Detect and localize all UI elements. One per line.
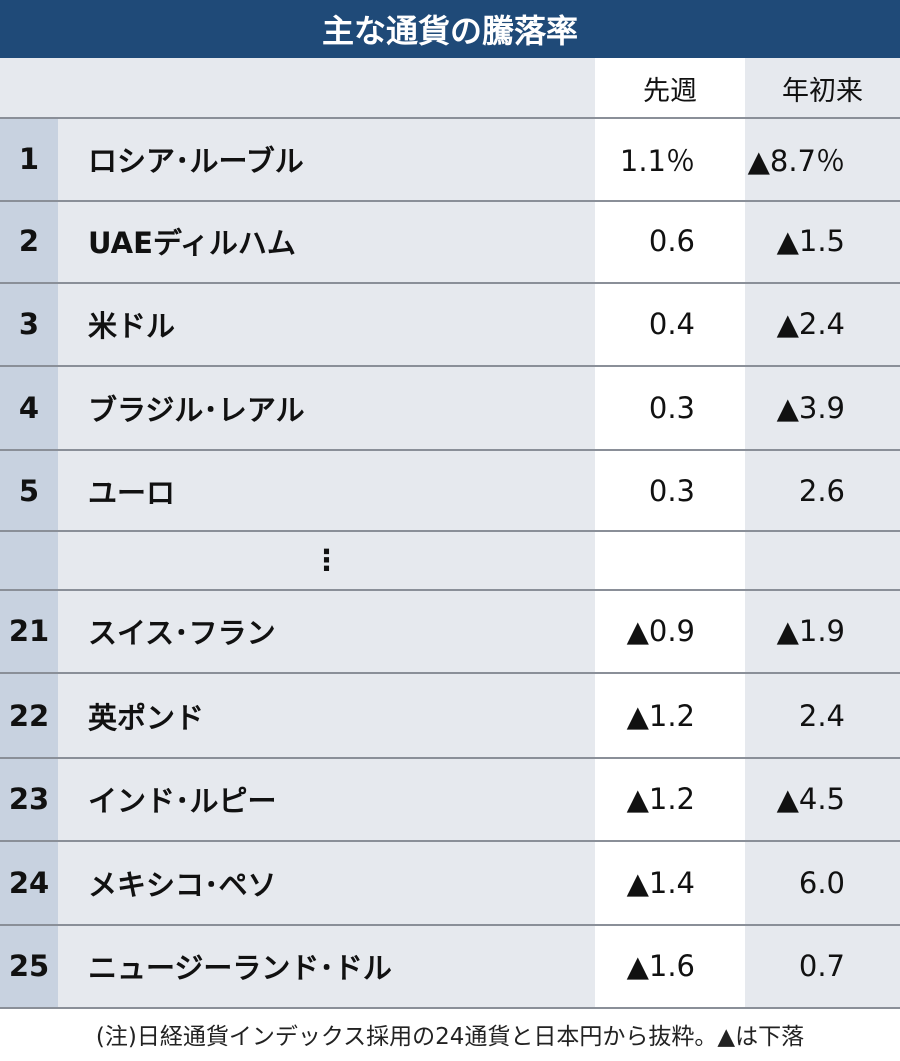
ytd-change: 0.7 [798,949,845,983]
currency-name: UAEディルハム [88,226,296,260]
ytd-change: ▲2.4 [776,307,845,341]
row-divider [0,200,900,202]
currency-name: ユーロ [88,476,176,510]
rank: 3 [18,307,40,341]
row-divider [0,282,900,284]
currency-name: インド･ルピー [88,784,277,818]
week-change: ▲1.2 [626,782,695,816]
rank: 2 [18,224,40,258]
week-change: ▲1.4 [626,866,695,900]
rank: 1 [18,142,40,176]
rank: 21 [8,614,50,648]
currency-name: 英ポンド [88,701,205,735]
rank-column-bg [0,58,58,1007]
week-change: 0.3 [648,391,695,425]
row-divider [0,840,900,842]
week-change: 1.1％ [619,144,695,178]
row-divider [0,365,900,367]
ellipsis: ⋮ [312,543,341,577]
name-column-bg [58,58,595,1007]
ytd-change: 2.6 [798,474,845,508]
ytd-change: ▲1.9 [776,614,845,648]
currency-name: メキシコ･ペソ [88,868,277,902]
week-change: 0.3 [648,474,695,508]
rank: 23 [8,782,50,816]
row-divider [0,1007,900,1009]
ytd-change: ▲1.5 [776,224,845,258]
currency-name: ロシア･ルーブル [88,144,304,178]
ytd-change: ▲8.7％ [747,144,845,178]
row-divider [0,924,900,926]
title-bar: 主な通貨の騰落率 [0,0,900,58]
week-change: ▲1.2 [626,699,695,733]
row-divider [0,757,900,759]
week-change: 0.6 [648,224,695,258]
ytd-change: ▲4.5 [776,782,845,816]
ytd-change: ▲3.9 [776,391,845,425]
column-header: 先週 [643,75,697,107]
week-change: ▲0.9 [626,614,695,648]
row-divider [0,117,900,119]
ytd-change: 6.0 [798,866,845,900]
rank: 22 [8,699,50,733]
currency-name: ブラジル･レアル [88,393,305,427]
rank: 25 [8,949,50,983]
currency-name: ニュージーランド･ドル [88,951,392,985]
rank: 4 [18,391,40,425]
ytd-column-bg [745,58,900,1007]
currency-name: 米ドル [88,309,176,343]
row-divider [0,589,900,591]
column-header: 年初来 [782,75,863,107]
title: 主な通貨の騰落率 [321,12,578,50]
header-bg [0,58,595,118]
row-divider [0,449,900,451]
rank: 5 [18,474,40,508]
week-change: ▲1.6 [626,949,695,983]
rank: 24 [8,866,50,900]
currency-name: スイス･フラン [88,616,276,650]
ytd-change: 2.4 [798,699,845,733]
footnote: (注)日経通貨インデックス採用の24通貨と日本円から抜粋。▲は下落 [95,1024,805,1050]
row-divider [0,530,900,532]
week-change: 0.4 [648,307,695,341]
row-divider [0,672,900,674]
